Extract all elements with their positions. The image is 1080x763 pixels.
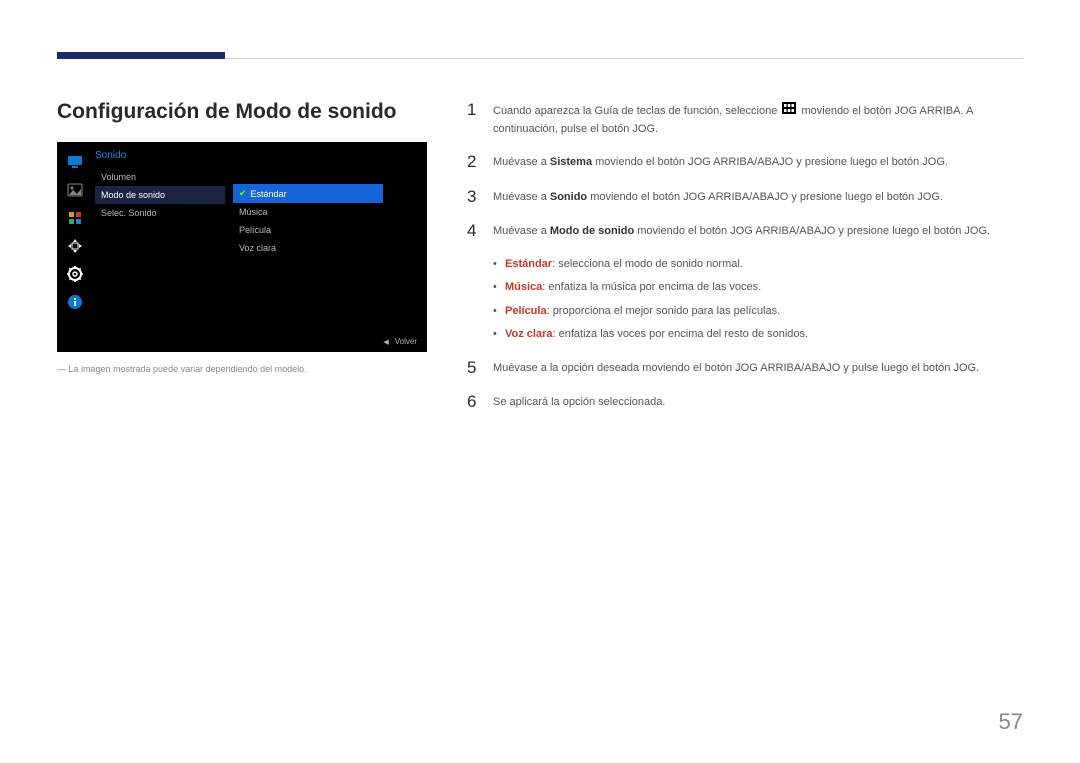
left-column: Configuración de Modo de sonido <box>57 100 427 427</box>
osd-menu-title: Sonido <box>95 150 126 161</box>
section-title: Configuración de Modo de sonido <box>57 100 427 124</box>
steps-container: 1 Cuando aparezca la Guía de teclas de fu… <box>467 100 1023 413</box>
osd-submenu-item: Voz clara <box>233 239 383 257</box>
osd-menu-item: Modo de sonido <box>95 186 225 204</box>
step-text: Se aplicará la opción seleccionada. <box>493 392 665 412</box>
step-number: 1 <box>467 100 479 120</box>
step-text: Muévase a Sonido moviendo el botón JOG A… <box>493 187 943 207</box>
osd-sidebar <box>63 152 87 312</box>
step-number: 6 <box>467 392 479 412</box>
step-text: Muévase a Modo de sonido moviendo el bot… <box>493 221 990 241</box>
step-number: 2 <box>467 152 479 172</box>
menu-grid-icon <box>780 102 798 121</box>
osd-submenu-item: Música <box>233 203 383 221</box>
osd-preview: Sonido VolumenModo de sonidoSelec. Sonid… <box>57 142 427 352</box>
header-rule <box>225 58 1023 59</box>
gear-icon <box>65 264 85 284</box>
osd-submenu-label: Música <box>239 207 268 217</box>
step-text: Cuando aparezca la Guía de teclas de fun… <box>493 100 1023 138</box>
osd-back-label: Volver <box>395 337 417 346</box>
picture-icon <box>65 180 85 200</box>
step-text: Muévase a la opción deseada moviendo el … <box>493 358 979 378</box>
osd-submenu-label: Película <box>239 225 271 235</box>
step-row: 6 Se aplicará la opción seleccionada. <box>467 392 1023 412</box>
osd-submenu-item: Película <box>233 221 383 239</box>
right-column: 1 Cuando aparezca la Guía de teclas de fu… <box>467 100 1023 427</box>
info-icon <box>65 292 85 312</box>
step-row: 3 Muévase a Sonido moviendo el botón JOG … <box>467 187 1023 207</box>
color-icon <box>65 208 85 228</box>
osd-main-menu: VolumenModo de sonidoSelec. Sonido <box>95 168 225 222</box>
step-row: 5 Muévase a la opción deseada moviendo el… <box>467 358 1023 378</box>
bullet-item: Película: proporciona el mejor sonido pa… <box>493 303 1023 321</box>
mode-bullets: Estándar: selecciona el modo de sonido n… <box>493 256 1023 344</box>
osd-menu-item: Selec. Sonido <box>95 204 225 222</box>
disclaimer-text: ― La imagen mostrada puede variar depend… <box>57 364 427 374</box>
bullet-item: Voz clara: enfatiza las voces por encima… <box>493 326 1023 344</box>
step-number: 4 <box>467 221 479 241</box>
step-row: 2 Muévase a Sistema moviendo el botón JOG… <box>467 152 1023 172</box>
monitor-icon <box>65 152 85 172</box>
step-number: 3 <box>467 187 479 207</box>
bullet-item: Estándar: selecciona el modo de sonido n… <box>493 256 1023 274</box>
bullet-item: Música: enfatiza la música por encima de… <box>493 279 1023 297</box>
resize-icon <box>65 236 85 256</box>
page-content: Configuración de Modo de sonido <box>57 100 1023 427</box>
osd-submenu-item: ✔ Estándar <box>233 184 383 203</box>
osd-submenu-label: Estándar <box>251 189 287 199</box>
page-number: 57 <box>999 709 1023 735</box>
check-icon: ✔ <box>239 188 247 199</box>
step-row: 4 Muévase a Modo de sonido moviendo el bo… <box>467 221 1023 241</box>
back-arrow-icon: ◀ <box>383 338 388 346</box>
osd-menu-item: Volumen <box>95 168 225 186</box>
osd-submenu-label: Voz clara <box>239 243 276 253</box>
osd-footer: ◀ Volver <box>383 337 417 346</box>
step-row: 1 Cuando aparezca la Guía de teclas de fu… <box>467 100 1023 138</box>
osd-sub-menu: ✔ Estándar Música Película Voz clara <box>233 184 383 257</box>
step-number: 5 <box>467 358 479 378</box>
accent-bar <box>57 52 225 59</box>
step-text: Muévase a Sistema moviendo el botón JOG … <box>493 152 948 172</box>
